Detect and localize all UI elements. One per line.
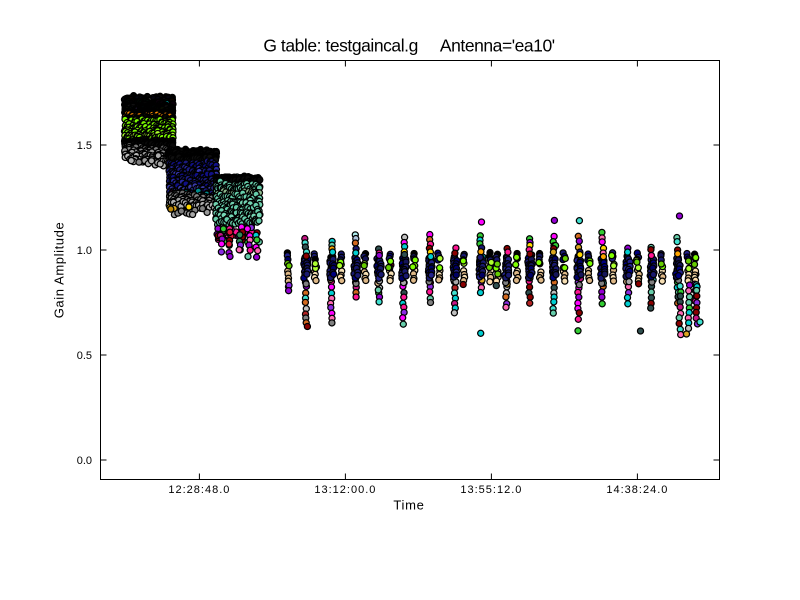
svg-text:12:28:48.0: 12:28:48.0 xyxy=(168,484,230,496)
svg-text:0.0: 0.0 xyxy=(77,455,92,467)
svg-text:Gain Amplitude: Gain Amplitude xyxy=(52,222,67,319)
svg-text:13:55:12.0: 13:55:12.0 xyxy=(460,484,522,496)
svg-text:14:38:24.0: 14:38:24.0 xyxy=(606,484,668,496)
svg-text:0.5: 0.5 xyxy=(77,350,92,362)
svg-text:Time: Time xyxy=(393,498,424,513)
svg-text:13:12:00.0: 13:12:00.0 xyxy=(314,484,376,496)
svg-text:1.0: 1.0 xyxy=(77,245,92,257)
svg-text:G table: testgaincal.g Ant: G table: testgaincal.g Antenna='ea10' xyxy=(263,36,554,56)
svg-text:1.5: 1.5 xyxy=(77,140,92,152)
